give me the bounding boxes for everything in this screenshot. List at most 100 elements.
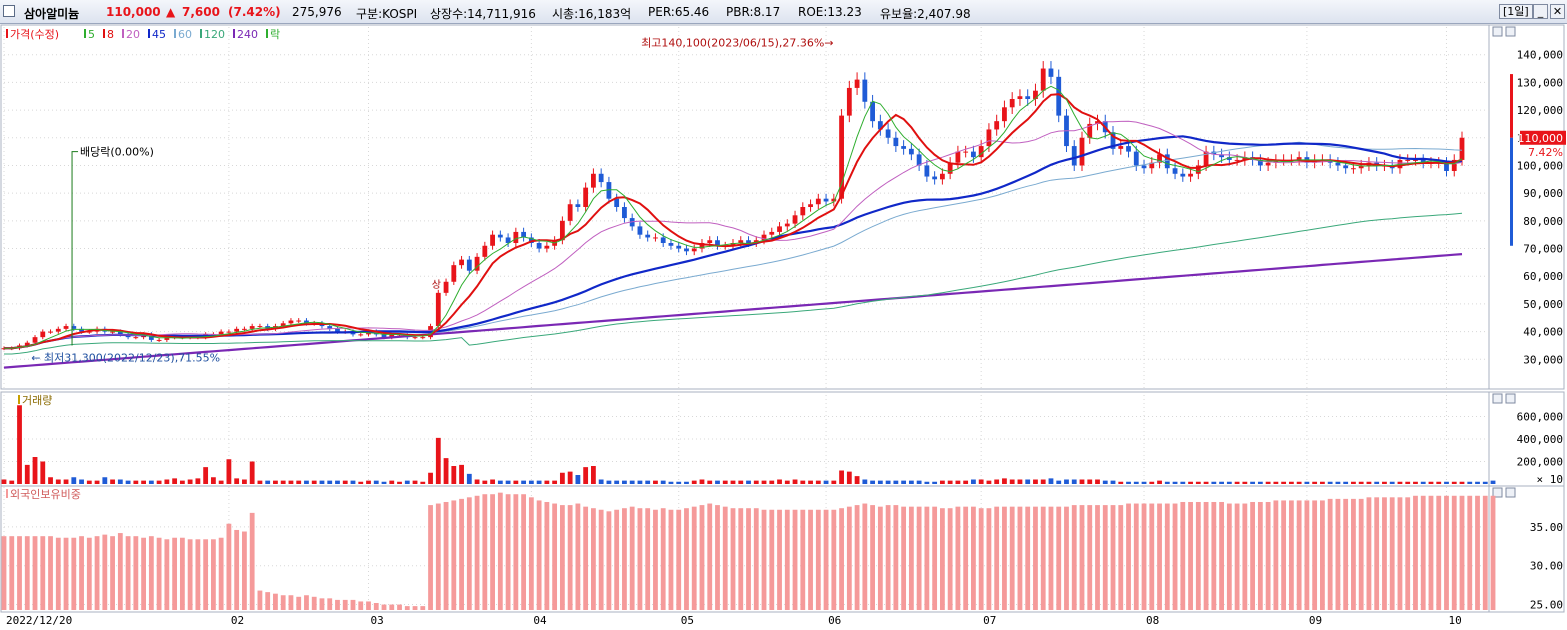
foreign-bar bbox=[1335, 498, 1341, 610]
volume-tick-label: 200,000 bbox=[1517, 456, 1563, 469]
foreign-bar bbox=[1219, 501, 1224, 610]
market-type: 구분:KOSPI bbox=[356, 7, 418, 21]
foreign-bar bbox=[102, 534, 108, 610]
volume-bar bbox=[1188, 481, 1193, 484]
volume-bar bbox=[932, 481, 938, 484]
foreign-bar bbox=[1118, 505, 1124, 610]
candle-body bbox=[164, 337, 170, 340]
foreign-bar bbox=[1250, 501, 1256, 610]
foreign-bar bbox=[1126, 503, 1131, 610]
foreign-bar bbox=[397, 604, 402, 610]
volume-bar bbox=[234, 478, 240, 484]
volume-bar bbox=[1141, 481, 1147, 484]
panel-collapse-button[interactable] bbox=[1492, 26, 1503, 37]
period-button[interactable]: [1일] bbox=[1499, 4, 1533, 19]
candle-body bbox=[567, 204, 573, 221]
foreign-bar bbox=[172, 537, 178, 610]
foreign-bar bbox=[986, 508, 992, 610]
candle-body bbox=[877, 121, 883, 130]
legend-label-3: 20 bbox=[126, 28, 140, 41]
candle-body bbox=[335, 328, 340, 332]
foreign-bar bbox=[877, 506, 883, 610]
volume-bar bbox=[1436, 481, 1442, 484]
candle-body bbox=[831, 198, 837, 202]
close-button[interactable]: ✕ bbox=[1550, 4, 1565, 19]
foreign-bar bbox=[536, 500, 542, 610]
foreign-bar bbox=[1265, 501, 1271, 610]
foreign-bar bbox=[761, 509, 767, 610]
foreign-bar bbox=[48, 536, 53, 610]
volume-bar bbox=[443, 458, 449, 484]
ma120-line bbox=[4, 212, 1463, 355]
foreign-bar bbox=[474, 495, 480, 610]
volume-bar bbox=[839, 470, 844, 484]
volume-bar bbox=[218, 480, 224, 484]
panel-close-button[interactable] bbox=[1505, 393, 1516, 404]
foreign-bar bbox=[528, 497, 534, 610]
foreign-bar bbox=[1413, 495, 1418, 610]
foreign-bar bbox=[203, 539, 209, 610]
candle-body bbox=[575, 204, 581, 207]
candle-body bbox=[420, 337, 426, 339]
foreign-bar bbox=[210, 539, 216, 610]
foreign-bar bbox=[1459, 495, 1465, 610]
candle-body bbox=[280, 323, 286, 327]
volume-bar bbox=[179, 480, 185, 484]
candle-body bbox=[792, 215, 798, 224]
foreign-bar bbox=[947, 508, 953, 610]
foreign-bar bbox=[249, 512, 255, 610]
volume-bar bbox=[916, 480, 922, 484]
candle-body bbox=[327, 326, 333, 329]
foreign-bar bbox=[435, 503, 441, 610]
volume-bar bbox=[746, 480, 751, 484]
candle-body bbox=[1219, 154, 1224, 158]
price-tick-label: 40,000 bbox=[1523, 326, 1563, 339]
panel-collapse-button[interactable] bbox=[1492, 393, 1503, 404]
candle-body bbox=[1296, 157, 1302, 160]
candle-body bbox=[110, 331, 115, 333]
volume-bar bbox=[1157, 480, 1162, 484]
volume-bar bbox=[1444, 481, 1449, 484]
candle-body bbox=[800, 207, 806, 216]
panel-collapse-button[interactable] bbox=[1492, 487, 1503, 498]
foreign-bar bbox=[1288, 500, 1294, 610]
candle-body bbox=[1405, 159, 1411, 161]
foreign-bar bbox=[730, 508, 736, 610]
volume-bar bbox=[528, 480, 534, 484]
foreign-bar bbox=[1133, 503, 1139, 610]
volume-bar bbox=[1195, 481, 1201, 484]
price-range-bar-up bbox=[1510, 74, 1513, 138]
volume-bar bbox=[1327, 481, 1333, 484]
foreign-bar bbox=[823, 509, 829, 610]
volume-bar bbox=[1017, 479, 1023, 484]
foreign-bar bbox=[924, 506, 930, 610]
volume-bar bbox=[978, 479, 984, 484]
candle-body bbox=[156, 339, 162, 341]
volume-bar bbox=[823, 480, 829, 484]
date-tick-label: 05 bbox=[681, 614, 694, 627]
price-panel-frame bbox=[0, 24, 1565, 390]
foreign-bar bbox=[1048, 506, 1054, 610]
candle-body bbox=[1149, 162, 1155, 169]
panel-close-button[interactable] bbox=[1505, 487, 1516, 498]
foreign-bar bbox=[1110, 505, 1116, 610]
candle-body bbox=[1087, 123, 1093, 138]
foreign-bar bbox=[1405, 497, 1411, 610]
candle-body bbox=[730, 243, 736, 246]
candle-body bbox=[389, 334, 395, 338]
candle-body bbox=[71, 326, 77, 329]
minimize-button[interactable]: _ bbox=[1533, 4, 1548, 19]
legend-label-2: 8 bbox=[107, 28, 114, 41]
volume-bar bbox=[1358, 481, 1364, 484]
foreign-bar bbox=[32, 536, 38, 610]
candle-body bbox=[249, 326, 255, 329]
candle-body bbox=[668, 243, 674, 246]
volume-bar bbox=[350, 480, 356, 484]
select-checkbox[interactable] bbox=[3, 5, 15, 17]
candle-body bbox=[893, 137, 899, 147]
candle-body bbox=[885, 129, 891, 138]
volume-bar bbox=[459, 464, 464, 484]
foreign-bar bbox=[1304, 500, 1310, 610]
panel-close-button[interactable] bbox=[1505, 26, 1516, 37]
ma8-line bbox=[4, 93, 1463, 350]
